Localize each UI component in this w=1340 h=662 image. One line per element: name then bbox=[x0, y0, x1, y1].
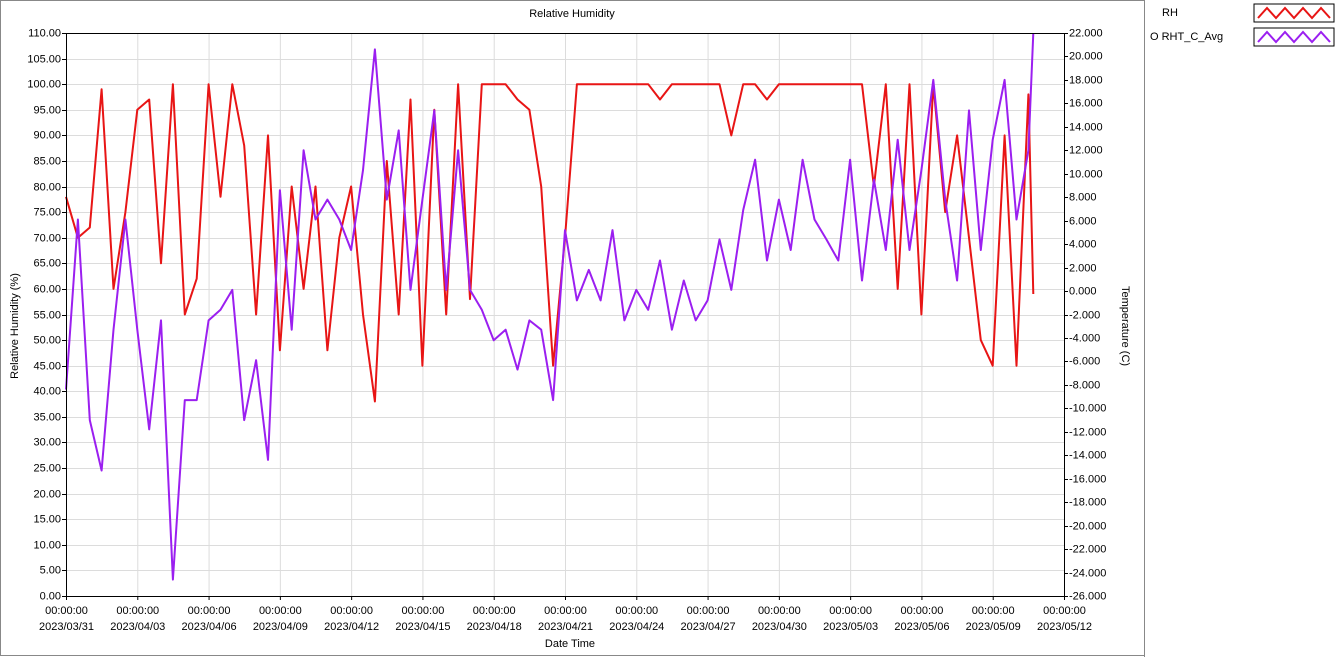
y-tick-label: 110.00 bbox=[28, 27, 61, 39]
y2-tick-label: -24.000 bbox=[1069, 567, 1106, 579]
y2-tick-label: 22.000 bbox=[1069, 27, 1103, 39]
y2-tick-label: 8.000 bbox=[1069, 191, 1097, 203]
y2-tick-label: -16.000 bbox=[1069, 473, 1106, 485]
x-tick-label: 2023/03/31 bbox=[39, 621, 94, 633]
y2-tick-label: -8.000 bbox=[1069, 379, 1100, 391]
grid bbox=[66, 33, 1065, 597]
legend-swatch bbox=[1257, 6, 1331, 20]
y2-tick-label: -22.000 bbox=[1069, 543, 1106, 555]
y2-tick-label: 10.000 bbox=[1069, 168, 1103, 180]
y-tick-label: 45.00 bbox=[33, 360, 61, 372]
x-tick-label: 00:00:00 bbox=[544, 605, 587, 617]
y-tick-label: 50.00 bbox=[33, 334, 61, 346]
legend-swatch-box bbox=[1253, 27, 1335, 47]
x-tick-label: 00:00:00 bbox=[758, 605, 801, 617]
x-tick-label: 00:00:00 bbox=[687, 605, 730, 617]
x-tick-label: 2023/04/06 bbox=[182, 621, 237, 633]
x-tick-label: 00:00:00 bbox=[829, 605, 872, 617]
y2-tick-label: -14.000 bbox=[1069, 449, 1106, 461]
y-tick-label: 25.00 bbox=[33, 462, 61, 474]
series-line bbox=[65, 83, 1035, 403]
x-tick-label: 00:00:00 bbox=[45, 605, 88, 617]
x-tick-label: 2023/04/09 bbox=[253, 621, 308, 633]
x-tick-label: 00:00:00 bbox=[972, 605, 1015, 617]
y-tick-label: 30.00 bbox=[33, 436, 61, 448]
x-tick-label: 2023/05/06 bbox=[894, 621, 949, 633]
y-tick-label: 75.00 bbox=[33, 206, 61, 218]
y2-tick-label: -12.000 bbox=[1069, 426, 1106, 438]
x-tick-label: 2023/04/15 bbox=[395, 621, 450, 633]
x-tick-label: 2023/04/18 bbox=[467, 621, 522, 633]
chart-frame bbox=[0, 0, 1145, 656]
x-tick-label: 2023/04/27 bbox=[681, 621, 736, 633]
x-axis-label: Date Time bbox=[545, 638, 595, 650]
y2-tick-label: -26.000 bbox=[1069, 590, 1106, 602]
x-tick-label: 2023/04/12 bbox=[324, 621, 379, 633]
x-tick-label: 00:00:00 bbox=[330, 605, 373, 617]
x-tick-label: 00:00:00 bbox=[116, 605, 159, 617]
y-tick-label: 15.00 bbox=[33, 513, 61, 525]
y-tick-label: 40.00 bbox=[33, 385, 61, 397]
y-tick-label: 85.00 bbox=[33, 155, 61, 167]
x-tick-label: 2023/04/03 bbox=[110, 621, 165, 633]
x-tick-label: 2023/04/21 bbox=[538, 621, 593, 633]
y2-tick-label: 2.000 bbox=[1069, 262, 1097, 274]
x-tick-label: 00:00:00 bbox=[259, 605, 302, 617]
y-tick-label: 70.00 bbox=[33, 232, 61, 244]
x-tick-label: 00:00:00 bbox=[402, 605, 445, 617]
y2-tick-label: 14.000 bbox=[1069, 121, 1103, 133]
y-tick-label: 20.00 bbox=[33, 488, 61, 500]
x-tick-label: 2023/05/12 bbox=[1037, 621, 1092, 633]
legend: RH O RHT_C_Avg bbox=[1150, 3, 1335, 47]
y-tick-label: 100.00 bbox=[27, 78, 61, 90]
chart-title: Relative Humidity bbox=[529, 8, 615, 20]
y2-tick-label: -4.000 bbox=[1069, 332, 1100, 344]
y-tick-label: 60.00 bbox=[33, 283, 61, 295]
x-tick-label: 00:00:00 bbox=[188, 605, 231, 617]
y2-tick-label: -10.000 bbox=[1069, 402, 1106, 414]
y2-tick-label: 6.000 bbox=[1069, 215, 1097, 227]
legend-swatch bbox=[1257, 30, 1331, 44]
plot bbox=[65, 32, 1035, 581]
legend-label: O RHT_C_Avg bbox=[1150, 31, 1223, 43]
y2-tick-label: -6.000 bbox=[1069, 355, 1100, 367]
legend-label: RH bbox=[1162, 7, 1178, 19]
y2-tick-label: 0.000 bbox=[1069, 285, 1097, 297]
y-tick-label: 65.00 bbox=[33, 257, 61, 269]
y-tick-label: 55.00 bbox=[33, 309, 61, 321]
y-axis-label: Relative Humidity (%) bbox=[9, 273, 21, 379]
y-tick-label: 35.00 bbox=[33, 411, 61, 423]
x-tick-label: 00:00:00 bbox=[901, 605, 944, 617]
series-line bbox=[65, 32, 1035, 581]
y-tick-label: 95.00 bbox=[33, 104, 61, 116]
y2-tick-label: 12.000 bbox=[1069, 144, 1103, 156]
y-tick-label: 80.00 bbox=[33, 181, 61, 193]
y2-axis-label: Temperature (C) bbox=[1119, 286, 1131, 366]
y2-tick-label: 18.000 bbox=[1069, 74, 1103, 86]
x-tick-label: 00:00:00 bbox=[473, 605, 516, 617]
x-tick-label: 2023/04/24 bbox=[609, 621, 664, 633]
axes: 00:00:00 2023/03/31 00:00:00 2023/04/03 00:0… bbox=[27, 27, 1106, 633]
legend-panel bbox=[1144, 0, 1340, 656]
y-tick-label: 5.00 bbox=[40, 564, 61, 576]
y2-tick-label: -20.000 bbox=[1069, 520, 1106, 532]
y2-tick-label: 4.000 bbox=[1069, 238, 1097, 250]
legend-swatch-box bbox=[1253, 3, 1335, 23]
y2-tick-label: 16.000 bbox=[1069, 97, 1103, 109]
y2-tick-label: -18.000 bbox=[1069, 496, 1106, 508]
x-tick-label: 2023/04/30 bbox=[752, 621, 807, 633]
y2-tick-label: 20.000 bbox=[1069, 50, 1103, 62]
y-tick-label: 10.00 bbox=[33, 539, 61, 551]
x-tick-label: 00:00:00 bbox=[615, 605, 658, 617]
x-tick-label: 00:00:00 bbox=[1043, 605, 1086, 617]
x-tick-label: 2023/05/03 bbox=[823, 621, 878, 633]
y-tick-label: 105.00 bbox=[27, 53, 61, 65]
y2-tick-label: -2.000 bbox=[1069, 309, 1100, 321]
y-tick-label: 90.00 bbox=[33, 129, 61, 141]
y-tick-label: 0.00 bbox=[40, 590, 61, 602]
x-tick-label: 2023/05/09 bbox=[966, 621, 1021, 633]
